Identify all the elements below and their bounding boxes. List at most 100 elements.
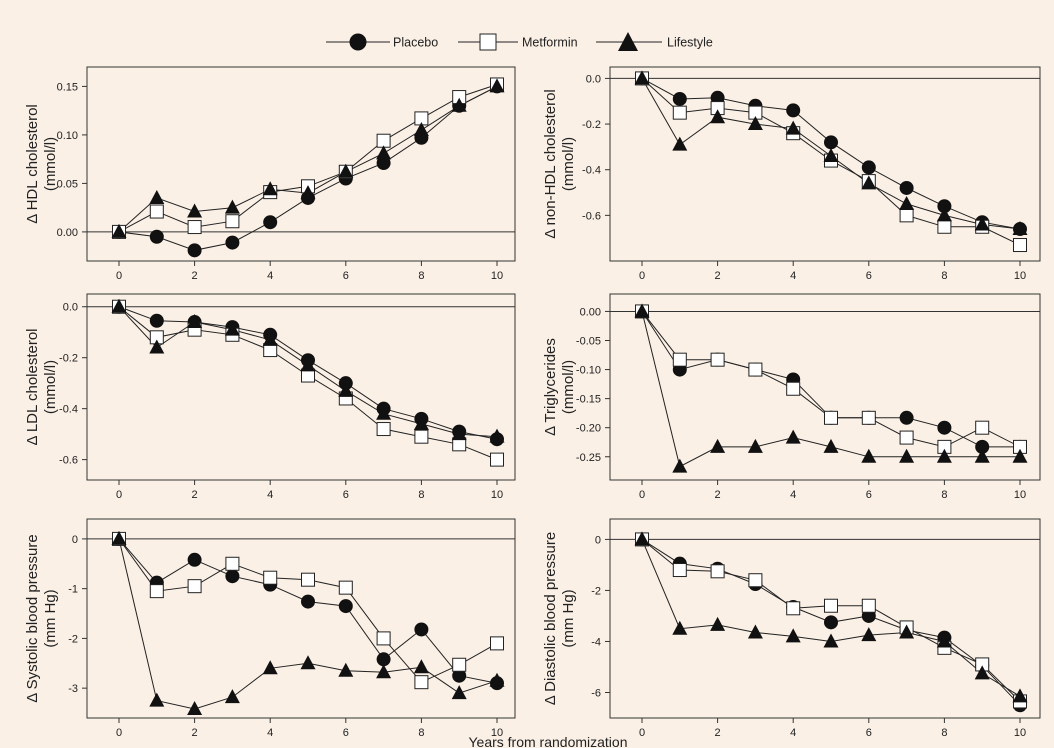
panel-2-y-tick-label: -0.4 — [582, 165, 601, 177]
panel-4-lifestyle-point — [823, 438, 839, 453]
panel-2-lifestyle-point — [899, 195, 915, 210]
panel-2-metformin-point — [899, 208, 914, 223]
panel-1-x-tick-label: 4 — [267, 270, 273, 282]
panel-2-lifestyle-point — [747, 116, 763, 131]
panel-5-x-tick-label: 6 — [343, 727, 349, 739]
panel-1-y-tick-label: 0.00 — [57, 227, 78, 239]
panel-2-y-tick-label: -0.2 — [582, 119, 601, 131]
panel-3-y-axis-label: Δ LDL cholesterol — [24, 328, 41, 445]
panel-4-y-tick-label: -0.05 — [576, 336, 601, 348]
panel-5-y-tick-label: -2 — [68, 633, 78, 645]
panel-1-x-tick-label: 6 — [343, 270, 349, 282]
panel-4-x-tick-label: 2 — [715, 489, 721, 501]
panel-4-lifestyle-point — [672, 458, 688, 473]
panel-3-lifestyle-point — [300, 357, 316, 372]
panel-3-metformin-line — [118, 306, 498, 461]
legend: Placebo Metformin Lifestyle — [326, 32, 713, 51]
panel-3-x-tick-label: 0 — [116, 489, 122, 501]
panel-5-x-tick-label: 4 — [267, 727, 273, 739]
panel-3-y-tick-label: -0.4 — [59, 404, 78, 416]
legend-placebo-label: Placebo — [393, 36, 438, 50]
panel-3-lifestyle-point — [489, 428, 505, 443]
legend-lifestyle-marker — [618, 32, 638, 51]
panel-3-lifestyle-point — [187, 314, 203, 329]
panel-4-lifestyle-point — [710, 438, 726, 453]
panel-3-y-axis-unit: (mmol/l) — [42, 360, 59, 414]
panel-6-metformin-point — [786, 601, 801, 616]
panel-1-placebo-point — [225, 235, 240, 250]
panel-1-lifestyle-point — [376, 145, 392, 160]
panel-5-metformin-point — [376, 631, 391, 646]
panel-6-lifestyle-point — [634, 531, 650, 546]
panel-4-placebo-point — [937, 420, 952, 435]
panel-5-lifestyle-point — [376, 664, 392, 679]
panel-5-lifestyle-point — [338, 662, 354, 677]
panel-6-placebo-point — [824, 615, 838, 630]
panel-1-placebo-point — [187, 243, 202, 258]
panel-3-lifestyle-point — [338, 382, 354, 397]
panel-5-placebo-point — [187, 552, 202, 567]
panel-5-placebo-point — [414, 622, 429, 637]
panel-2-placebo-point — [786, 103, 801, 118]
panel-5-x-tick-label: 10 — [491, 727, 503, 739]
panel-1-lifestyle-point — [149, 189, 165, 204]
panel-2-placebo-point — [824, 135, 838, 150]
panel-6-metformin-point — [710, 564, 725, 579]
panel-1-metformin-point — [149, 204, 164, 219]
panel-1-metformin-point — [225, 214, 240, 229]
panel-5-lifestyle-point — [413, 659, 429, 674]
panel-2-lifestyle-point — [710, 109, 726, 124]
legend-lifestyle-label: Lifestyle — [667, 36, 713, 50]
panel-6-x-tick-label: 8 — [941, 727, 947, 739]
panel-1-lifestyle-point — [224, 199, 240, 214]
panel-5-y-tick-label: 0 — [72, 534, 78, 546]
panel-1-x-tick-label: 0 — [116, 270, 122, 282]
panel-4-y-axis-label: Δ Triglycerides — [542, 338, 559, 436]
panel-3-y-tick-label: 0.0 — [63, 302, 78, 314]
panel-2-metformin-point — [672, 105, 687, 120]
panel-5-metformin-point — [452, 657, 467, 672]
panel-1-y-tick-label: 0.15 — [57, 81, 78, 93]
panel-3-x-tick-label: 8 — [418, 489, 424, 501]
panel-4-metformin-line — [641, 311, 1021, 448]
panel-2-y-tick-label: -0.6 — [582, 210, 601, 222]
panel-2-lifestyle-point — [823, 148, 839, 163]
panel-3-lifestyle-point — [149, 339, 165, 354]
panel-4-x-tick-label: 8 — [941, 489, 947, 501]
panel-4-y-tick-label: 0.00 — [580, 306, 601, 318]
panel-4-placebo-line — [641, 311, 1020, 448]
panel-1-x-tick-label: 8 — [418, 270, 424, 282]
panel-4-y-axis-unit: (mmol/l) — [560, 360, 577, 414]
panel-4-placebo-point — [899, 410, 914, 425]
panel-5-x-tick-label: 8 — [418, 727, 424, 739]
panel-2-lifestyle-point — [974, 216, 990, 231]
panel-2-x-tick-label: 8 — [941, 270, 947, 282]
panel-2-placebo-point — [672, 91, 687, 106]
panel-4-metformin-point — [975, 420, 990, 435]
panel-1-lifestyle-point — [111, 223, 127, 238]
panel-5-metformin-point — [187, 579, 202, 594]
panel-6-y-axis-unit: (mm Hg) — [560, 589, 577, 647]
panel-3-lifestyle-point — [111, 298, 127, 313]
panel-6-x-tick-label: 4 — [790, 727, 796, 739]
panel-1-lifestyle-point — [262, 181, 278, 196]
panel-2-x-tick-label: 2 — [715, 270, 721, 282]
panel-3-metformin-point — [490, 452, 504, 467]
panel-2-x-tick-label: 0 — [639, 270, 645, 282]
panel-5-metformin-point — [225, 556, 240, 571]
panel-2-lifestyle-point — [936, 207, 952, 222]
panel-4-lifestyle-point — [974, 448, 990, 463]
panel-4-metformin-point — [748, 362, 763, 377]
panel-6-lifestyle-point — [785, 628, 801, 643]
panel-2-lifestyle-point — [785, 120, 801, 135]
panel-3-x-tick-label: 2 — [192, 489, 198, 501]
panel-6: 0 -2 -4 -6 0 2 4 6 8 10 Δ Diastolic blood pressure… — [542, 518, 1041, 739]
panel-6-lifestyle-point — [936, 633, 952, 648]
panel-1-placebo-point — [263, 215, 278, 230]
x-axis-title: Years from randomization — [468, 734, 627, 748]
panel-1-y-tick-label: 0.10 — [57, 130, 78, 142]
panel-2-y-tick-label: 0.0 — [586, 73, 601, 85]
panel-4-x-tick-label: 6 — [866, 489, 872, 501]
panel-1-placebo-line — [118, 85, 498, 251]
panel-4-y-tick-label: -0.10 — [576, 365, 601, 377]
